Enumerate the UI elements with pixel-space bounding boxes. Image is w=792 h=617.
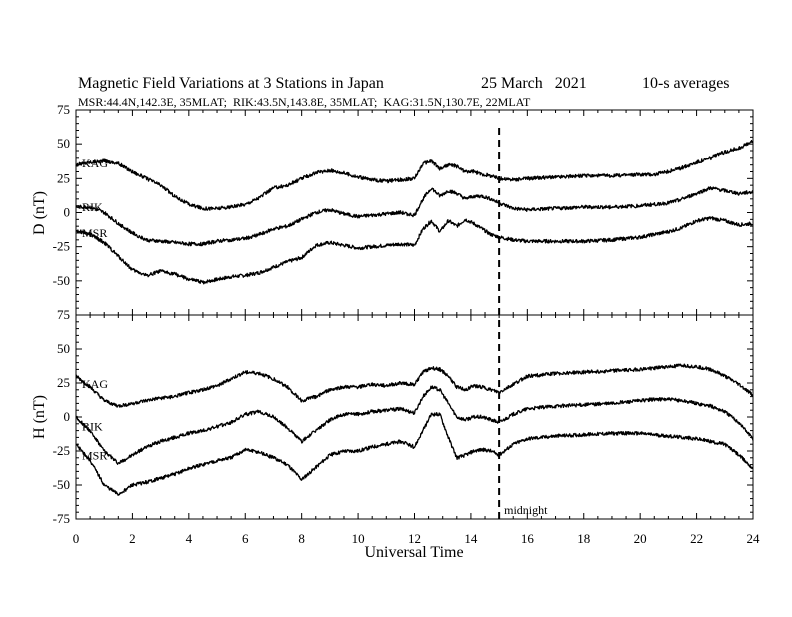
x-tick-label: 16	[521, 531, 535, 546]
x-tick-label: 14	[464, 531, 478, 546]
x-tick-label: 20	[634, 531, 647, 546]
panel-declination-y-tick-label: 0	[64, 205, 71, 220]
panel-horizontal-y-ticks: 75 50 25 0 -25 -50 -75	[53, 307, 754, 526]
panel-declination-series-label-kag: KAG	[82, 156, 108, 170]
chart-averaging: 10-s averages	[642, 75, 730, 92]
panel-declination-y-axis-label: D (nT)	[31, 191, 48, 235]
chart-title: Magnetic Field Variations at 3 Stations …	[78, 75, 384, 92]
panel-horizontal-y-tick-label: 25	[57, 375, 70, 390]
panel-horizontal-trace-kag	[75, 363, 754, 408]
x-tick-label: 24	[747, 531, 761, 546]
panel-horizontal-y-tick-label: -25	[53, 443, 70, 458]
panel-declination-traces: KAG RIK MSR	[75, 139, 754, 285]
panel-horizontal-traces: KAG RIK MSR	[75, 363, 754, 496]
x-axis-label: Universal Time	[364, 544, 463, 561]
panel-declination-series-label-rik: RIK	[82, 200, 103, 214]
panel-horizontal-series-label-rik: RIK	[82, 420, 103, 434]
x-tick-label: 0	[73, 531, 80, 546]
x-tick-label: 6	[242, 531, 249, 546]
x-axis: 0 2 4 6 8 10 12 14 16 18 20 22 24	[73, 531, 760, 546]
x-tick-label: 22	[690, 531, 703, 546]
panel-horizontal-series-label-msr: MSR	[82, 449, 107, 463]
panel-declination-series-label-msr: MSR	[82, 226, 107, 240]
panel-declination-y-tick-label: -50	[53, 273, 70, 288]
panel-horizontal: 75 50 25 0 -25 -50 -75 KAG RIK MSR H (nT)	[31, 307, 754, 526]
panel-horizontal-trace-msr	[75, 412, 754, 496]
panel-declination-trace-msr	[75, 216, 754, 285]
panel-horizontal-y-tick-label: -75	[53, 511, 70, 526]
panel-declination-y-tick-label: 75	[57, 102, 70, 117]
panel-horizontal-y-tick-label: 0	[64, 409, 71, 424]
panel-declination-y-tick-label: 25	[57, 170, 70, 185]
midnight-label: midnight	[504, 503, 548, 517]
panel-declination-y-tick-label: -25	[53, 239, 70, 254]
panel-declination-trace-kag	[75, 139, 754, 211]
x-tick-label: 12	[408, 531, 421, 546]
x-tick-label: 10	[352, 531, 365, 546]
panel-declination-y-tick-label: 50	[57, 136, 70, 151]
panel-declination-trace-rik	[75, 186, 754, 247]
x-tick-label: 8	[298, 531, 305, 546]
chart-date: 25 March 2021	[481, 75, 587, 92]
panel-horizontal-y-tick-label: 75	[57, 307, 70, 322]
panel-declination: 75 50 25 0 -25 -50 KAG RIK MSR D (nT)	[31, 102, 754, 316]
panel-horizontal-trace-rik	[75, 385, 754, 465]
midnight-marker: midnight	[498, 128, 548, 519]
panel-declination-y-ticks: 75 50 25 0 -25 -50	[53, 102, 754, 316]
x-tick-label: 18	[577, 531, 590, 546]
panel-horizontal-y-axis-label: H (nT)	[31, 395, 48, 439]
panel-horizontal-y-tick-label: -50	[53, 477, 70, 492]
panel-horizontal-series-label-kag: KAG	[82, 377, 108, 391]
chart-subtitle-stations: MSR:44.4N,142.3E, 35MLAT; RIK:43.5N,143.…	[78, 95, 531, 109]
panel-horizontal-y-tick-label: 50	[57, 341, 70, 356]
x-tick-label: 4	[186, 531, 193, 546]
x-tick-label: 2	[129, 531, 136, 546]
